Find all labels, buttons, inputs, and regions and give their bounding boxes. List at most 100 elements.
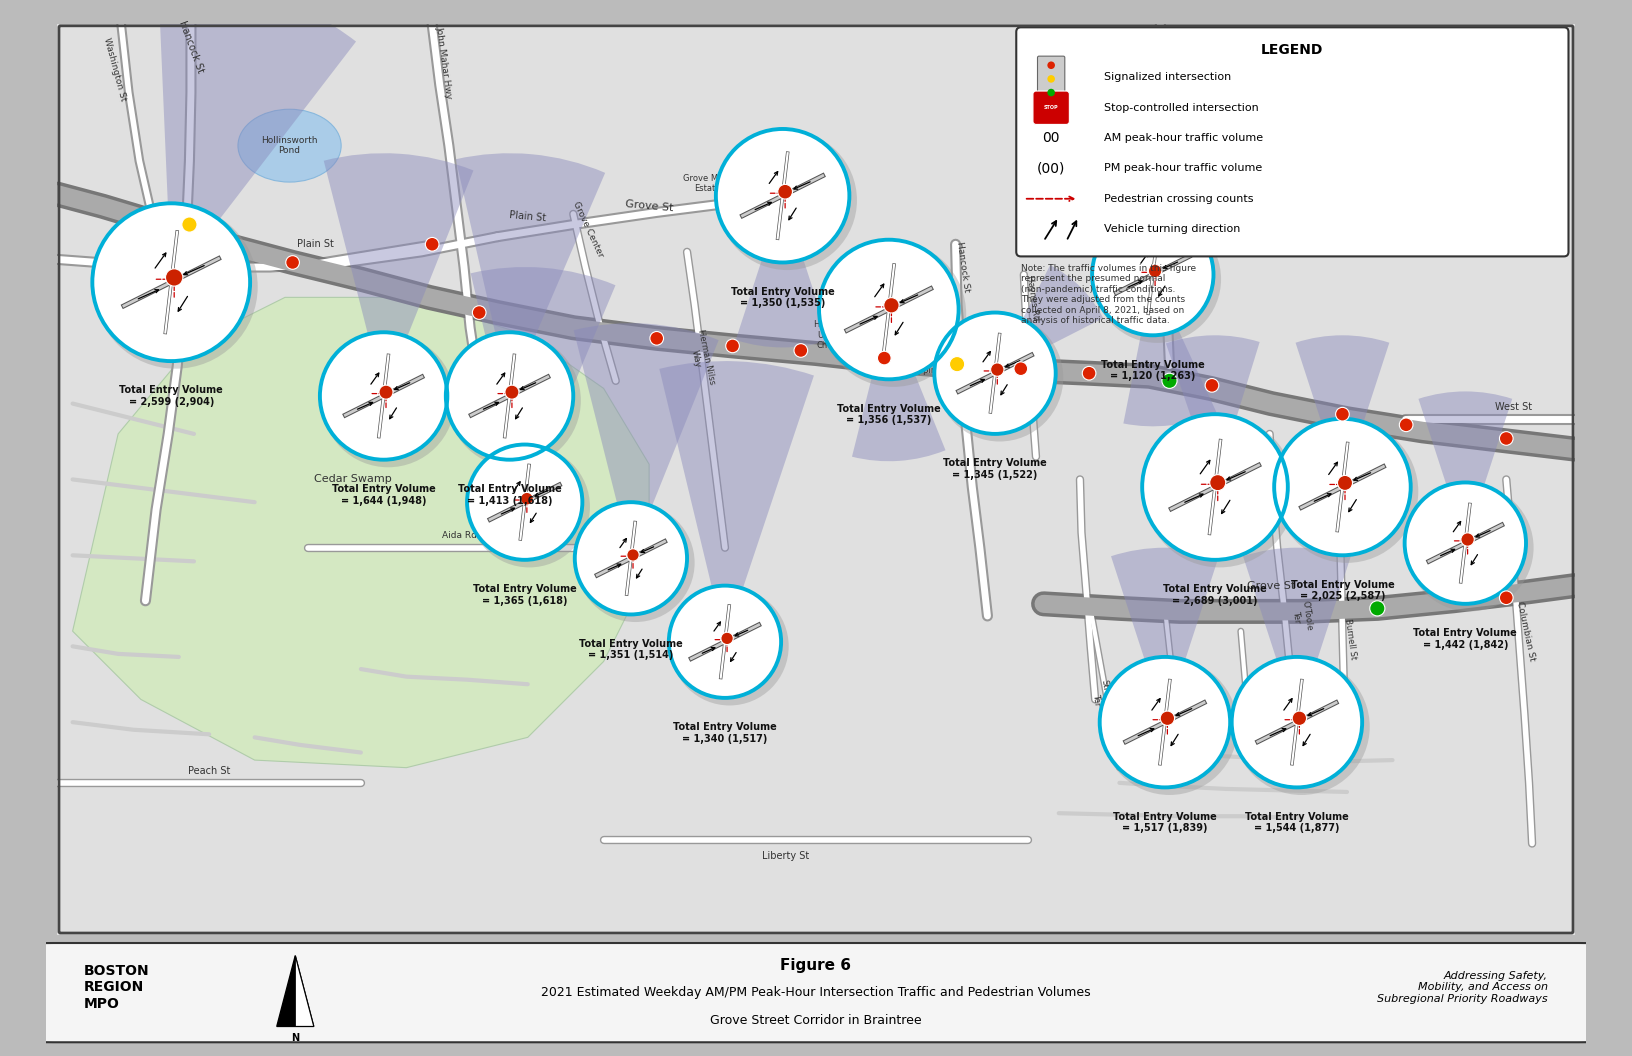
Ellipse shape <box>1405 483 1526 604</box>
Text: (00): (00) <box>1036 162 1066 175</box>
FancyBboxPatch shape <box>1017 27 1568 257</box>
Ellipse shape <box>1100 657 1231 788</box>
Ellipse shape <box>95 205 258 369</box>
Ellipse shape <box>1048 75 1054 82</box>
Wedge shape <box>574 323 718 559</box>
Text: Grove Manor
Estates: Grove Manor Estates <box>682 174 738 193</box>
Text: Washington St: Washington St <box>103 37 127 102</box>
Ellipse shape <box>1293 711 1307 725</box>
Ellipse shape <box>716 129 849 263</box>
Wedge shape <box>1123 275 1216 427</box>
FancyBboxPatch shape <box>1038 56 1064 98</box>
Ellipse shape <box>1093 215 1221 343</box>
Ellipse shape <box>1338 475 1353 490</box>
Ellipse shape <box>1162 374 1177 388</box>
Ellipse shape <box>1500 591 1513 605</box>
Ellipse shape <box>721 633 733 644</box>
Text: Total Entry Volume
= 1,413 (1,618): Total Entry Volume = 1,413 (1,618) <box>457 484 561 506</box>
Wedge shape <box>1165 336 1260 487</box>
Text: 2021 Estimated Weekday AM/PM Peak-Hour Intersection Traffic and Pedestrian Volum: 2021 Estimated Weekday AM/PM Peak-Hour I… <box>542 986 1090 999</box>
Polygon shape <box>72 298 650 768</box>
Text: Total Entry Volume
= 1,442 (1,842): Total Entry Volume = 1,442 (1,842) <box>1413 628 1518 649</box>
Text: Addressing Safety,
Mobility, and Access on
Subregional Priority Roadways: Addressing Safety, Mobility, and Access … <box>1377 970 1547 1004</box>
Ellipse shape <box>504 385 519 399</box>
Ellipse shape <box>1275 419 1410 555</box>
Ellipse shape <box>93 204 250 361</box>
Ellipse shape <box>238 109 341 182</box>
Text: 00: 00 <box>1043 131 1059 145</box>
Text: Grove Center: Grove Center <box>571 200 605 259</box>
Text: Total Entry Volume
= 1,365 (1,618): Total Entry Volume = 1,365 (1,618) <box>473 584 576 606</box>
Text: Total Entry Volume
= 1,356 (1,537): Total Entry Volume = 1,356 (1,537) <box>837 403 940 426</box>
Ellipse shape <box>991 363 1004 376</box>
Ellipse shape <box>1371 602 1384 616</box>
Text: Total Entry Volume
= 2,599 (2,904): Total Entry Volume = 2,599 (2,904) <box>119 385 224 407</box>
Text: Note: The traffic volumes in this figure
represent the presumed normal
(non-pand: Note: The traffic volumes in this figure… <box>1020 264 1196 325</box>
Ellipse shape <box>468 446 589 567</box>
Ellipse shape <box>1335 408 1350 421</box>
Ellipse shape <box>885 298 899 313</box>
Text: Total Entry Volume
= 1,340 (1,517): Total Entry Volume = 1,340 (1,517) <box>672 722 777 743</box>
Text: Heritage
United
Church: Heritage United Church <box>813 320 849 351</box>
Text: Liberty St: Liberty St <box>1162 167 1178 215</box>
Ellipse shape <box>819 240 958 379</box>
Ellipse shape <box>521 492 534 505</box>
Wedge shape <box>323 153 473 396</box>
Text: Stratham
Ter: Stratham Ter <box>1089 679 1113 720</box>
Text: Cedar Swamp: Cedar Swamp <box>315 474 392 485</box>
Ellipse shape <box>671 587 788 705</box>
Ellipse shape <box>669 586 782 698</box>
Text: Total Entry Volume
= 1,544 (1,877): Total Entry Volume = 1,544 (1,877) <box>1245 812 1348 833</box>
Ellipse shape <box>574 503 687 615</box>
Ellipse shape <box>1142 414 1288 560</box>
Ellipse shape <box>447 334 581 468</box>
Text: Aida Rd: Aida Rd <box>442 531 477 540</box>
Ellipse shape <box>1234 659 1369 795</box>
Ellipse shape <box>165 269 183 286</box>
Text: STOP: STOP <box>1044 106 1059 110</box>
Ellipse shape <box>1048 61 1054 69</box>
Text: Grove St: Grove St <box>1247 581 1296 590</box>
Text: Signalized intersection: Signalized intersection <box>1105 73 1232 82</box>
Ellipse shape <box>726 339 739 353</box>
Wedge shape <box>470 267 615 503</box>
Ellipse shape <box>935 314 1064 441</box>
Ellipse shape <box>1369 601 1386 616</box>
Ellipse shape <box>446 333 573 459</box>
Wedge shape <box>1111 548 1219 722</box>
Ellipse shape <box>950 357 965 372</box>
Text: Figure 6: Figure 6 <box>780 958 852 973</box>
Ellipse shape <box>1160 711 1175 725</box>
Ellipse shape <box>183 218 196 231</box>
Ellipse shape <box>950 357 965 371</box>
Ellipse shape <box>1209 474 1226 491</box>
Text: Pedestrian crossing counts: Pedestrian crossing counts <box>1105 193 1253 204</box>
Ellipse shape <box>379 385 393 399</box>
Ellipse shape <box>320 333 447 459</box>
Text: Peach St: Peach St <box>188 766 230 776</box>
Text: N: N <box>290 1033 299 1042</box>
Wedge shape <box>158 0 356 282</box>
Ellipse shape <box>1149 264 1162 278</box>
Text: Haynes Rd: Haynes Rd <box>1025 275 1041 320</box>
Text: Vehicle turning direction: Vehicle turning direction <box>1105 224 1240 234</box>
Text: Total Entry Volume
= 1,350 (1,535): Total Entry Volume = 1,350 (1,535) <box>731 287 834 308</box>
FancyBboxPatch shape <box>1033 91 1069 125</box>
Ellipse shape <box>627 549 640 561</box>
Text: Total Entry Volume
= 1,517 (1,839): Total Entry Volume = 1,517 (1,839) <box>1113 812 1217 833</box>
Text: Total Entry Volume
= 2,025 (2,587): Total Entry Volume = 2,025 (2,587) <box>1291 580 1394 601</box>
Text: Total Entry Volume
= 1,345 (1,522): Total Entry Volume = 1,345 (1,522) <box>943 458 1046 479</box>
Text: Burnell St: Burnell St <box>1343 618 1358 660</box>
FancyBboxPatch shape <box>23 943 1609 1042</box>
Ellipse shape <box>576 504 695 622</box>
Ellipse shape <box>778 185 793 200</box>
FancyBboxPatch shape <box>54 21 1578 938</box>
Ellipse shape <box>1232 657 1363 788</box>
Text: Hancock St: Hancock St <box>955 241 971 293</box>
Wedge shape <box>736 195 829 347</box>
Text: Hancock St: Hancock St <box>176 19 206 75</box>
Text: Liberty St: Liberty St <box>762 851 809 861</box>
Wedge shape <box>1296 336 1389 487</box>
Text: Plain St: Plain St <box>297 240 335 249</box>
Text: LEGEND: LEGEND <box>1262 43 1324 57</box>
